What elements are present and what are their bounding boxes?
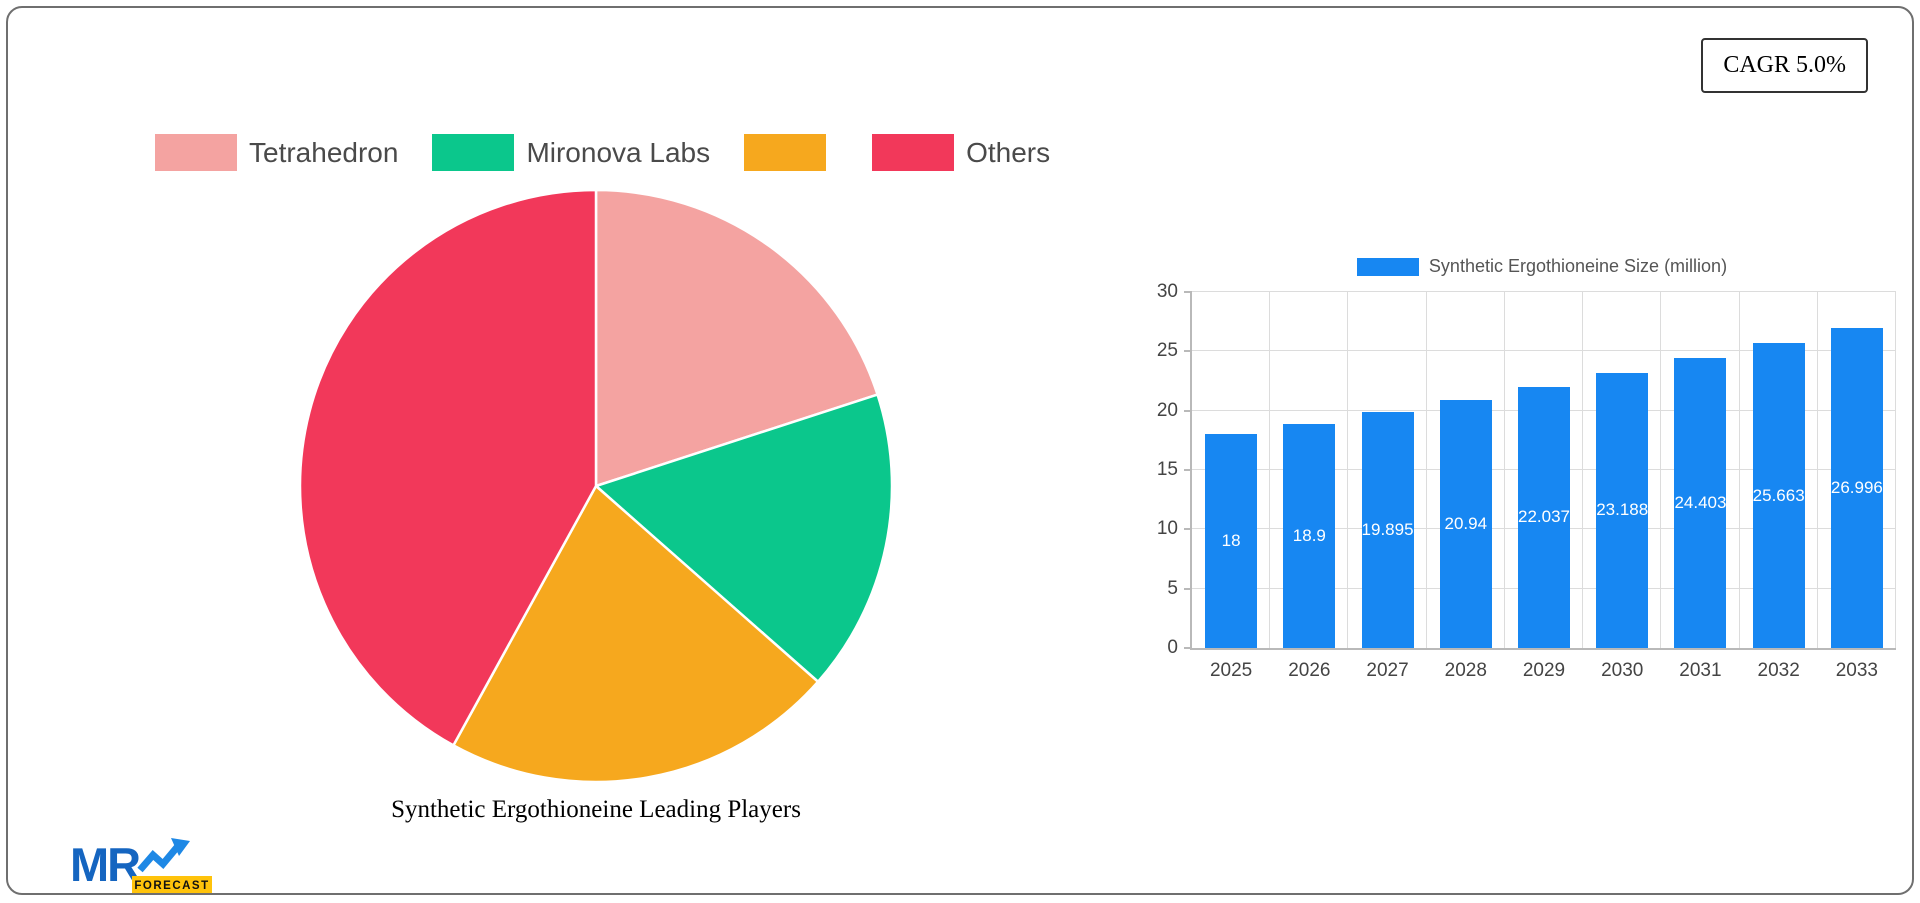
x-axis-tick-label-2033: 2033 <box>1835 660 1879 681</box>
logo-mr-text: MR <box>70 838 140 891</box>
bar-value-label: 20.94 <box>1444 513 1488 533</box>
gridline-vertical <box>1347 292 1349 648</box>
bar-value-label: 18.9 <box>1292 525 1326 545</box>
legend-swatch-unnamed <box>744 134 827 171</box>
bar-2030: 23.188 <box>1596 372 1649 648</box>
bar-value-label: 23.188 <box>1596 500 1649 520</box>
gridline-vertical <box>1582 292 1584 648</box>
bar-value-label: 19.895 <box>1361 519 1414 539</box>
pie-slice-mironova-labs <box>594 393 894 683</box>
y-axis-tick-mark <box>1184 469 1192 471</box>
y-axis-tick-label: 0 <box>1167 637 1178 658</box>
pie-slice-others <box>298 188 598 747</box>
bar-2026: 18.9 <box>1283 423 1336 648</box>
pie-legend-item-unnamed <box>744 134 838 171</box>
x-axis-tick-label-2028: 2028 <box>1444 660 1487 681</box>
bar-chart-plot: 0 5 10 15 20 25 30 18 2025 18.9 2026 19.895 2027 20.9… <box>1157 281 1896 681</box>
logo-trend-arrow-icon <box>137 843 181 873</box>
bar-2033: 26.996 <box>1830 327 1883 648</box>
bar-2029: 22.037 <box>1518 386 1570 648</box>
pie-chart-title: Synthetic Ergothioneine Leading Players <box>391 796 801 823</box>
logo-arrowhead-icon <box>171 838 190 856</box>
x-axis-tick-label-2029: 2029 <box>1522 660 1566 681</box>
bar-value-label: 24.403 <box>1674 493 1727 513</box>
legend-swatch-mironova-labs <box>432 134 515 171</box>
gridline-vertical <box>1816 292 1818 648</box>
legend-label-tetrahedron: Tetrahedron <box>249 136 399 168</box>
bar-2032: 25.663 <box>1752 343 1805 648</box>
gridline-vertical <box>1425 292 1427 648</box>
gridline-vertical <box>1738 292 1740 648</box>
logo-graphic: MR FORECAST <box>70 838 212 893</box>
gridline-vertical <box>1503 292 1505 648</box>
bar-legend-label: Synthetic Ergothioneine Size (million) <box>1428 256 1728 276</box>
gridline-horizontal <box>1192 291 1896 292</box>
bar-2031: 24.403 <box>1674 358 1727 648</box>
y-axis-tick-label: 10 <box>1156 518 1178 540</box>
y-axis-tick-label: 25 <box>1156 340 1178 362</box>
pie-chart <box>298 188 894 784</box>
x-axis-tick-label-2031: 2031 <box>1679 660 1722 681</box>
legend-swatch-tetrahedron <box>155 134 237 171</box>
y-axis-tick-mark <box>1184 291 1192 293</box>
x-axis-tick-label-2027: 2027 <box>1366 660 1409 681</box>
gridline-vertical <box>1269 292 1271 648</box>
y-axis-tick-label: 15 <box>1156 459 1178 480</box>
bar-value-label: 25.663 <box>1752 485 1805 505</box>
bar-chart-legend: Synthetic Ergothioneine Size (million) <box>1190 256 1894 277</box>
y-axis-tick-mark <box>1184 647 1192 649</box>
pie-slice-unnamed <box>452 484 820 784</box>
x-axis-tick-label-2032: 2032 <box>1757 660 1800 681</box>
gridline-horizontal <box>1192 350 1896 352</box>
x-axis-tick-label-2025: 2025 <box>1209 660 1253 681</box>
gridline-vertical <box>1895 292 1896 648</box>
bar-value-label: 26.996 <box>1830 477 1883 497</box>
legend-swatch-others <box>872 134 955 171</box>
cagr-badge: CAGR 5.0% <box>1701 38 1868 93</box>
pie-slice-tetrahedron <box>594 188 879 488</box>
x-axis-tick-label-2030: 2030 <box>1601 660 1644 681</box>
bar-legend-swatch <box>1356 257 1419 276</box>
x-axis-tick-label-2026: 2026 <box>1288 660 1331 681</box>
y-axis-tick-mark <box>1184 350 1192 353</box>
pie-legend-item-others: Others <box>872 134 1050 171</box>
bar-2028: 20.94 <box>1439 399 1492 648</box>
pie-legend: Tetrahedron Mironova Labs Others <box>155 134 1084 171</box>
y-axis-tick-mark <box>1184 587 1192 590</box>
bar-value-label: 22.037 <box>1518 507 1570 527</box>
pie-legend-item-mironova-labs: Mironova Labs <box>432 134 710 171</box>
report-card: CAGR 5.0% Tetrahedron Mironova Labs Othe… <box>6 6 1914 895</box>
bar-2027: 19.895 <box>1361 411 1414 648</box>
bar-value-label: 18 <box>1221 531 1241 551</box>
y-axis-tick-mark <box>1184 409 1192 412</box>
legend-label-mironova-labs: Mironova Labs <box>526 136 711 168</box>
y-axis-tick-label: 5 <box>1167 577 1178 599</box>
y-axis-tick-label: 20 <box>1156 399 1178 421</box>
logo-forecast-text: FORECAST <box>134 880 209 892</box>
legend-label-others: Others <box>966 136 1051 168</box>
brand-logo: MR FORECAST <box>70 834 220 903</box>
bar-2025: 18 <box>1205 434 1258 648</box>
logo-forecast-badge <box>132 876 212 893</box>
gridline-vertical <box>1660 292 1662 648</box>
y-axis-tick-label: 30 <box>1156 281 1178 302</box>
y-axis-tick-mark <box>1184 528 1192 531</box>
pie-legend-item-tetrahedron: Tetrahedron <box>155 134 398 171</box>
